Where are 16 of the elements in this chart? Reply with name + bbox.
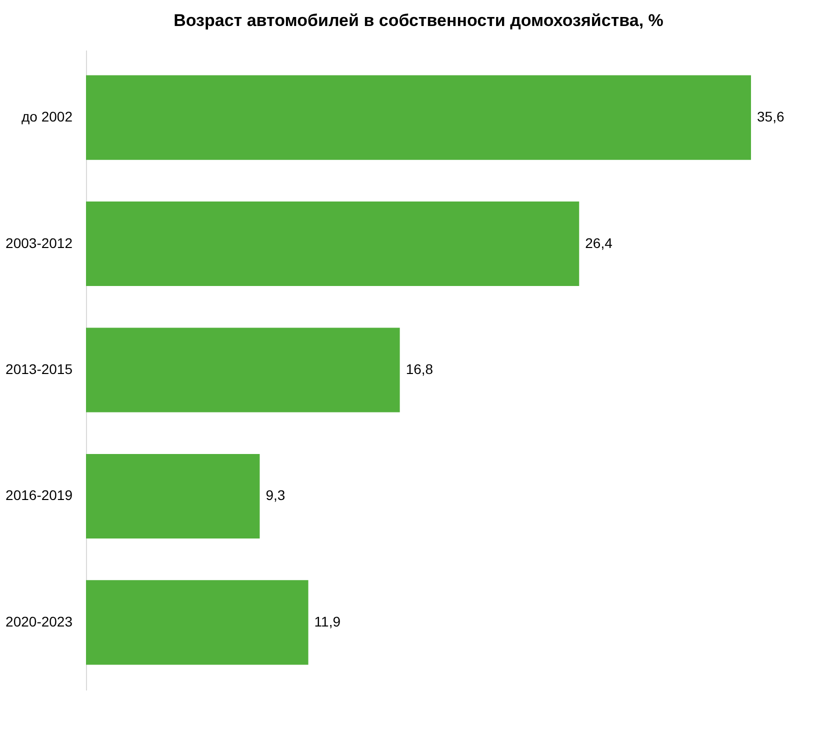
bar	[86, 75, 751, 160]
y-tick-label: 2013-2015	[6, 361, 73, 377]
data-label: 16,8	[406, 361, 434, 377]
bar	[86, 328, 400, 412]
y-tick-label: 2016-2019	[6, 487, 73, 504]
bar	[86, 454, 260, 539]
y-tick-label: до 2002	[22, 108, 73, 125]
data-label: 9,3	[266, 487, 286, 504]
y-tick-label: 2020-2023	[6, 613, 73, 630]
bar	[86, 201, 580, 286]
data-label: 11,9	[314, 613, 341, 630]
data-label: 26,4	[585, 234, 613, 251]
y-tick-label: 2003-2012	[6, 234, 73, 251]
chart-title: Возраст автомобилей в собственности домохозяйства, %	[174, 11, 664, 30]
data-label: 35,6	[757, 108, 784, 125]
bar	[86, 580, 308, 665]
